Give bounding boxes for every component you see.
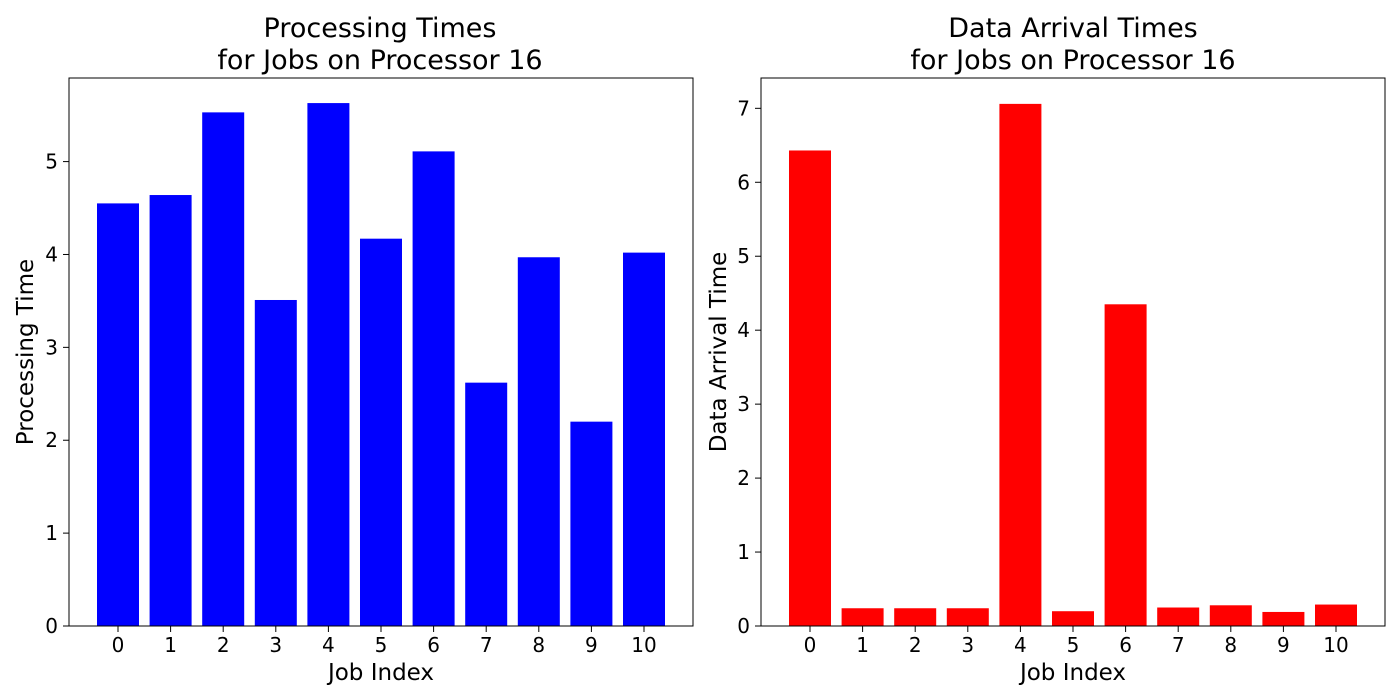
y-tick-label: 3 [737,392,750,416]
bar-1 [841,608,884,626]
x-tick-label: 4 [1014,633,1027,657]
x-ticks: 0 1 2 3 4 5 6 7 8 9 10 [804,626,1349,657]
y-tick-label: 2 [737,466,750,490]
y-tick-label: 3 [45,335,58,359]
x-tick-label: 3 [269,633,282,657]
bar-7 [1157,607,1200,626]
bar-4 [307,103,350,626]
x-axis-label: Job Index [326,660,434,686]
y-tick-label: 1 [737,540,750,564]
y-tick-label: 5 [737,244,750,268]
bar-6 [1104,304,1147,626]
chart-title-line2: for Jobs on Processor 16 [217,45,542,76]
bar-9 [1262,611,1305,626]
bar-5 [360,238,402,626]
y-ticks: 0 1 2 3 4 5 [45,150,69,638]
y-tick-label: 6 [737,170,750,194]
bar-7 [465,382,508,626]
bar-1 [149,195,192,626]
x-tick-label: 2 [909,633,922,657]
y-axis-label: Data Arrival Time [706,252,732,453]
plot-frame [68,77,694,627]
x-tick-label: 10 [1323,633,1348,657]
x-tick-label: 2 [217,633,230,657]
x-axis-label: Job Index [1018,660,1126,686]
x-tick-label: 9 [1277,633,1290,657]
x-ticks: 0 1 2 3 4 5 6 7 8 9 10 [112,626,657,657]
x-tick-label: 6 [427,633,440,657]
x-tick-label: 7 [480,633,493,657]
data-arrival-times-chart: Data Arrival Times for Jobs on Processor… [706,13,1386,686]
x-tick-label: 10 [631,633,656,657]
chart-title-line1: Processing Times [264,13,497,44]
bar-0 [789,150,831,627]
bar-10 [1315,604,1357,626]
bar-5 [1052,611,1094,626]
x-tick-label: 6 [1119,633,1132,657]
y-tick-label: 0 [45,614,58,638]
bar-4 [999,103,1042,626]
plot-frame [760,77,1386,627]
y-tick-label: 0 [737,614,750,638]
bar-3 [254,299,297,626]
bar-2 [894,608,937,626]
bar-9 [570,421,613,626]
x-tick-label: 0 [804,633,817,657]
x-tick-label: 5 [1067,633,1080,657]
processing-times-chart: Processing Times for Jobs on Processor 1… [13,13,694,686]
x-tick-label: 0 [112,633,125,657]
x-tick-label: 1 [856,633,869,657]
y-tick-label: 4 [737,318,750,342]
x-tick-label: 3 [961,633,974,657]
x-tick-label: 4 [322,633,335,657]
y-tick-label: 7 [737,96,750,120]
x-tick-label: 9 [585,633,598,657]
x-tick-label: 1 [164,633,177,657]
y-tick-label: 2 [45,428,58,452]
y-axis-label: Processing Time [13,259,39,445]
bar-8 [517,257,560,626]
bar-3 [946,608,989,626]
bars-group [97,103,665,627]
chart-title-line2: for Jobs on Processor 16 [910,45,1235,76]
chart-title-line1: Data Arrival Times [948,13,1198,44]
y-tick-label: 5 [45,150,58,174]
bar-2 [202,112,245,627]
bars-group [789,103,1357,627]
y-tick-label: 4 [45,242,58,266]
bar-10 [623,252,665,626]
x-tick-label: 7 [1172,633,1185,657]
y-tick-label: 1 [45,521,58,545]
y-ticks: 0 1 2 3 4 5 6 7 [737,96,761,638]
bar-8 [1209,605,1252,626]
bar-6 [412,151,455,626]
x-tick-label: 8 [532,633,545,657]
x-tick-label: 8 [1224,633,1237,657]
bar-0 [97,203,139,626]
x-tick-label: 5 [375,633,388,657]
